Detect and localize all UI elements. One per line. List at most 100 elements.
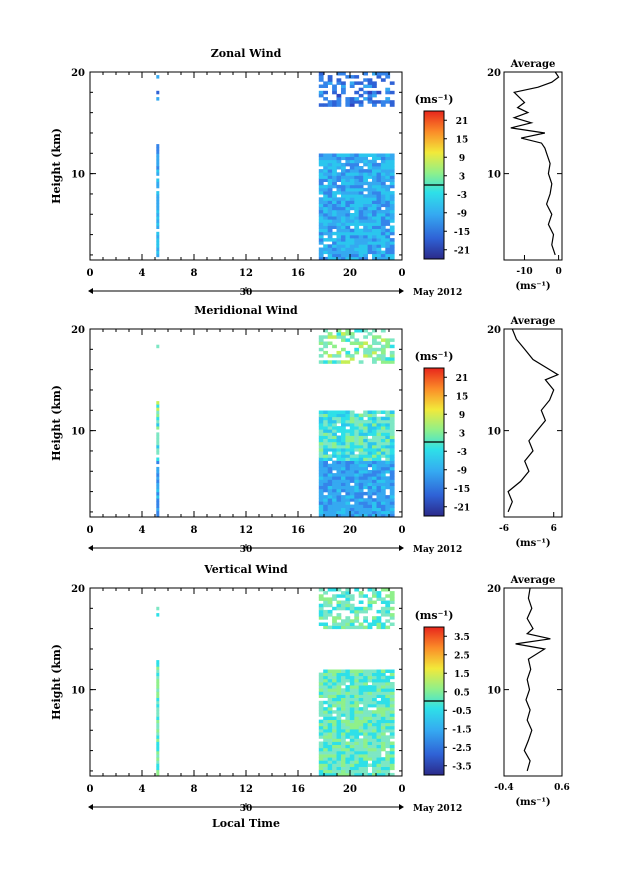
heatmap-cell — [363, 750, 368, 755]
heatmap-cell — [349, 491, 355, 496]
heatmap-cell — [156, 660, 160, 664]
heatmap-cell — [318, 504, 324, 508]
heatmap-cell — [358, 466, 364, 471]
heatmap-cell — [323, 103, 328, 107]
heatmap-cell — [332, 750, 337, 755]
heatmap-cell — [341, 479, 346, 483]
heatmap-cell — [341, 754, 346, 758]
heatmap-cell — [363, 231, 368, 236]
heatmap-cell — [336, 247, 342, 251]
heatmap-cell — [376, 700, 382, 705]
heatmap-cell — [372, 729, 377, 733]
heatmap-cell — [385, 609, 391, 614]
heatmap-cell — [358, 419, 364, 424]
heatmap-cell — [376, 175, 382, 179]
heatmap-cell — [363, 754, 368, 758]
heatmap-cell — [341, 750, 346, 755]
heatmap-cell — [367, 482, 373, 486]
heatmap-cell — [327, 672, 333, 677]
heatmap-cell — [332, 206, 337, 211]
heatmap-cell — [367, 423, 373, 427]
heatmap-cell — [349, 438, 355, 443]
heatmap-cell — [341, 203, 346, 208]
heatmap-cell — [389, 675, 395, 680]
heatmap-cell — [363, 350, 368, 355]
heatmap-cell — [376, 757, 382, 761]
heatmap-cell — [358, 194, 364, 198]
heatmap-cell — [332, 100, 337, 104]
heatmap-cell — [336, 463, 342, 468]
heatmap-cell — [380, 78, 386, 82]
heatmap-cell — [327, 479, 333, 483]
heatmap-cell — [323, 341, 328, 345]
heatmap-cell — [341, 603, 346, 608]
heatmap-cell — [349, 732, 355, 736]
heatmap-cell — [349, 747, 355, 752]
heatmap-cell — [332, 413, 337, 418]
heatmap-cell — [318, 197, 324, 201]
heatmap-cell — [318, 169, 324, 173]
heatmap-cell — [332, 429, 337, 433]
heatmap-cell — [380, 357, 386, 361]
heatmap-cell — [327, 600, 333, 604]
heatmap-cell — [354, 619, 360, 623]
heatmap-cell — [318, 178, 324, 182]
heatmap-cell — [156, 606, 160, 611]
heatmap-cell — [318, 438, 324, 443]
heatmap-cell — [363, 241, 368, 245]
heatmap-cell — [341, 707, 346, 711]
heatmap-cell — [358, 344, 364, 349]
heatmap-cell — [385, 703, 391, 708]
heatmap-cell — [358, 513, 364, 518]
heatmap-cell — [323, 669, 328, 673]
heatmap-cell — [372, 419, 377, 424]
heatmap-cell — [345, 97, 351, 101]
heatmap-cell — [336, 354, 342, 358]
heatmap-cell — [376, 616, 382, 620]
heatmap-cell — [385, 735, 391, 739]
heatmap-cell — [345, 454, 351, 458]
heatmap-cell — [341, 507, 346, 512]
heatmap-cell — [376, 238, 382, 242]
colorbar-tick-label: -2.5 — [452, 744, 471, 754]
heatmap-cell — [341, 622, 346, 626]
heatmap-cell — [376, 247, 382, 251]
heatmap-cell — [323, 81, 328, 85]
heatmap-cell — [318, 426, 324, 430]
heatmap-cell — [336, 470, 342, 474]
heatmap-cell — [354, 507, 360, 512]
heatmap-cell — [323, 209, 328, 214]
heatmap-cell — [376, 448, 382, 452]
heatmap-cell — [349, 206, 355, 211]
heatmap-cell — [363, 719, 368, 724]
heatmap-cell — [380, 495, 386, 499]
heatmap-cell — [318, 460, 324, 465]
heatmap-cell — [367, 413, 373, 418]
heatmap-cell — [354, 669, 360, 673]
heatmap-cell — [380, 244, 386, 248]
heatmap-cell — [323, 603, 328, 608]
heatmap-cell — [327, 457, 333, 461]
heatmap-cell — [318, 732, 324, 736]
heatmap-cell — [389, 622, 395, 626]
heatmap-cell — [389, 760, 395, 764]
heatmap-cell — [367, 454, 373, 458]
heatmap-cell — [367, 625, 373, 630]
heatmap-cell — [332, 219, 337, 223]
heatmap-cell — [349, 744, 355, 749]
heatmap-cell — [323, 622, 328, 626]
heatmap-cell — [363, 716, 368, 720]
heatmap-cell — [327, 234, 333, 239]
heatmap-cell — [345, 491, 351, 496]
heatmap-cell — [354, 432, 360, 436]
heatmap-cell — [380, 438, 386, 443]
heatmap-cell — [376, 457, 382, 461]
heatmap-cell — [336, 187, 342, 192]
heatmap-cell — [372, 763, 377, 767]
heatmap-cell — [327, 707, 333, 711]
heatmap-cell — [363, 741, 368, 745]
heatmap-cell — [327, 588, 333, 592]
heatmap-cell — [345, 722, 351, 727]
heatmap-cell — [341, 488, 346, 493]
heatmap-cell — [327, 75, 333, 79]
